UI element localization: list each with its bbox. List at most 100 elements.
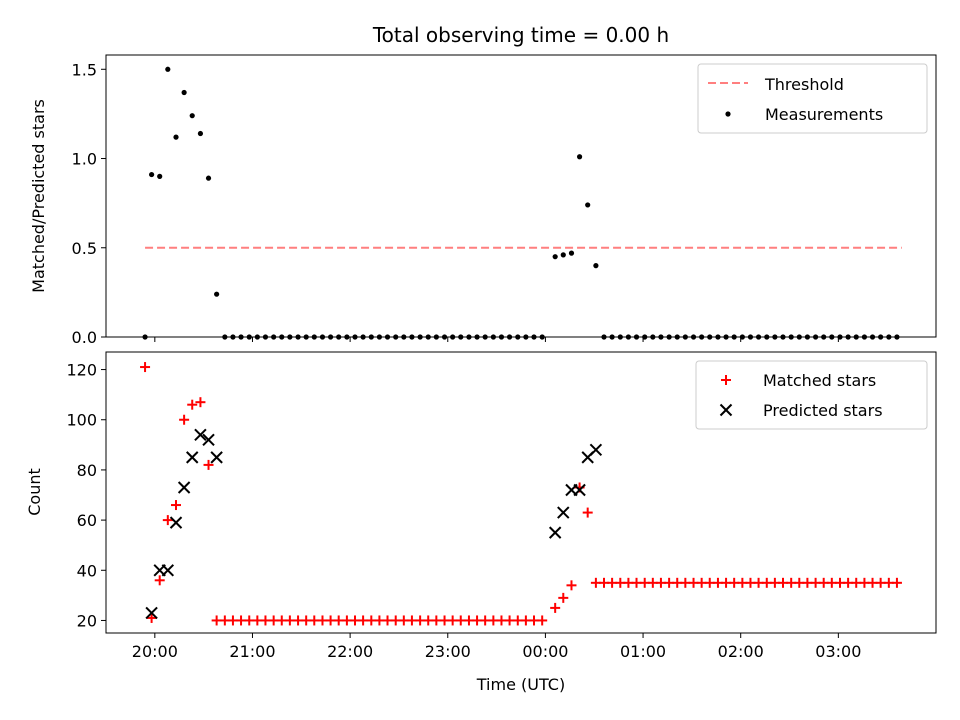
measurement-point bbox=[303, 334, 309, 340]
bottom-legend-box bbox=[695, 360, 928, 430]
measurement-point bbox=[829, 334, 835, 340]
predicted-star-marker bbox=[161, 564, 175, 577]
measurement-point bbox=[861, 334, 868, 340]
measurement-point bbox=[319, 334, 326, 340]
top-y-tick-label: 0.5 bbox=[72, 239, 97, 258]
measurement-point bbox=[401, 334, 407, 340]
matched-star-marker bbox=[154, 575, 165, 586]
measurement-point bbox=[384, 334, 391, 340]
predicted-star-marker bbox=[210, 451, 223, 464]
measurement-point bbox=[149, 171, 155, 178]
measurement-point bbox=[552, 254, 558, 260]
measurement-point bbox=[450, 334, 456, 340]
measurement-point bbox=[707, 334, 713, 340]
matched-star-marker bbox=[566, 580, 577, 591]
top-y-tick-label: 1.5 bbox=[72, 60, 97, 79]
measurement-point bbox=[625, 334, 632, 340]
matched-star-marker bbox=[195, 397, 206, 408]
matched-star-marker bbox=[171, 500, 182, 511]
measurement-point bbox=[262, 334, 269, 340]
predicted-legend-label: Predicted stars bbox=[763, 401, 883, 420]
x-tick-label: 02:00 bbox=[718, 642, 764, 661]
top-legend: Threshold Measurements bbox=[697, 63, 928, 134]
measurement-point bbox=[417, 334, 423, 340]
measurement-point bbox=[498, 334, 505, 340]
measurement-point bbox=[482, 334, 488, 340]
matched-star-marker bbox=[162, 515, 173, 526]
x-tick-label: 01:00 bbox=[620, 642, 666, 661]
predicted-star-marker bbox=[186, 451, 199, 464]
bottom-y-tick-label: 60 bbox=[77, 511, 97, 530]
measurement-point bbox=[425, 334, 431, 340]
measurement-point bbox=[433, 334, 439, 340]
top-y-axis-label: Matched/Predicted stars bbox=[29, 99, 48, 293]
matched-star-marker bbox=[891, 577, 902, 588]
matched-star-marker bbox=[203, 459, 214, 470]
predicted-star-marker bbox=[145, 606, 158, 620]
measurement-point bbox=[821, 334, 827, 340]
measurement-point bbox=[755, 334, 762, 340]
bottom-y-tick-label: 100 bbox=[66, 411, 97, 430]
predicted-star-marker bbox=[177, 481, 191, 494]
matched-star-marker bbox=[187, 399, 198, 410]
measurement-point bbox=[723, 334, 729, 340]
predicted-star-marker bbox=[202, 433, 215, 447]
x-axis-label: Time (UTC) bbox=[476, 675, 565, 694]
measurement-point bbox=[254, 334, 260, 340]
top-y-tick-label: 0.0 bbox=[72, 328, 97, 347]
measurement-point bbox=[869, 334, 876, 340]
measurement-point bbox=[458, 334, 464, 340]
measurement-point bbox=[336, 334, 342, 340]
measurement-point bbox=[279, 334, 285, 340]
measurement-point bbox=[674, 334, 680, 340]
measurement-point bbox=[568, 250, 575, 256]
predicted-star-marker bbox=[589, 443, 603, 457]
measurements-legend-swatch bbox=[725, 111, 731, 117]
measurement-point bbox=[474, 334, 480, 340]
measurement-point bbox=[222, 334, 228, 340]
measurement-point bbox=[650, 334, 656, 340]
measurement-point bbox=[523, 334, 529, 340]
measurement-point bbox=[593, 263, 599, 269]
measurement-point bbox=[409, 334, 415, 340]
measurement-point bbox=[311, 334, 317, 340]
measurement-point bbox=[658, 334, 664, 340]
measurement-point bbox=[165, 66, 171, 72]
measurement-point bbox=[393, 334, 399, 340]
measurement-point bbox=[173, 134, 179, 140]
bottom-y-tick-label: 20 bbox=[77, 611, 97, 630]
measurement-point bbox=[690, 334, 697, 340]
matched-star-marker bbox=[146, 612, 157, 623]
measurement-point bbox=[271, 334, 277, 340]
matched-star-marker bbox=[558, 592, 569, 603]
bottom-y-axis-label: Count bbox=[25, 468, 44, 516]
measurement-point bbox=[376, 334, 383, 340]
x-tick-label: 22:00 bbox=[327, 642, 373, 661]
measurement-point bbox=[780, 334, 786, 340]
matched-legend-label: Matched stars bbox=[763, 371, 876, 390]
measurement-point bbox=[515, 334, 521, 340]
bottom-plot-area: 20 40 60 80 100 120 20:00 21:00 22:00 23:00 00:00 0… bbox=[66, 351, 937, 661]
threshold-legend-label: Threshold bbox=[764, 75, 844, 94]
measurement-point bbox=[642, 334, 648, 340]
top-y-tick-label: 1.0 bbox=[72, 150, 97, 169]
measurement-point bbox=[739, 334, 745, 340]
measurement-point bbox=[894, 334, 900, 340]
measurement-point bbox=[633, 334, 640, 340]
measurement-point bbox=[441, 334, 448, 340]
measurement-point bbox=[181, 89, 187, 96]
measurement-point bbox=[344, 334, 350, 340]
measurement-point bbox=[878, 334, 884, 340]
x-tick-label: 20:00 bbox=[132, 642, 178, 661]
matched-star-marker bbox=[550, 602, 561, 613]
measurement-point bbox=[490, 334, 496, 340]
bottom-y-tick-label: 40 bbox=[77, 561, 97, 580]
predicted-star-marker bbox=[573, 483, 586, 497]
x-tick-label: 21:00 bbox=[229, 642, 275, 661]
x-tick-label: 00:00 bbox=[522, 642, 568, 661]
measurement-point bbox=[731, 334, 737, 340]
top-plot-area: 0.0 0.5 1.0 1.5 Threshold Measurements bbox=[72, 54, 937, 347]
measurement-point bbox=[772, 334, 778, 340]
measurement-point bbox=[327, 334, 334, 340]
